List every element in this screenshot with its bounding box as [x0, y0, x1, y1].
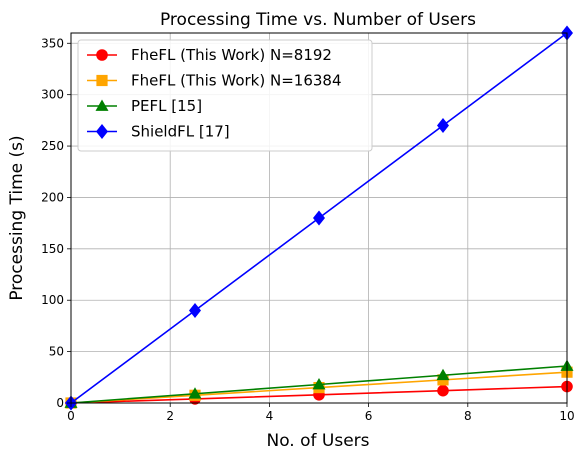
y-axis-label: Processing Time (s): [7, 135, 27, 300]
legend-marker: [96, 74, 108, 87]
data-point: [313, 210, 325, 226]
x-tick-label: 4: [266, 409, 274, 423]
data-point: [437, 118, 449, 133]
legend-marker: [96, 49, 108, 61]
data-point: [188, 387, 202, 399]
y-tick-label: 300: [41, 88, 64, 102]
x-tick-label: 8: [464, 409, 472, 423]
y-tick-label: 250: [41, 139, 64, 153]
x-tick-label: 6: [365, 409, 373, 423]
legend-box: [77, 39, 373, 152]
data-point: [189, 303, 201, 318]
legend-marker: [96, 124, 108, 139]
legend-label: FheFL (This Work) N=8192: [131, 46, 332, 64]
data-point: [436, 368, 450, 381]
x-tick-label: 2: [166, 409, 174, 423]
data-point: [437, 384, 449, 397]
x-tick-label: 0: [67, 409, 75, 423]
plot-area-frame: [70, 32, 568, 404]
x-tick-label: 10: [559, 409, 574, 423]
legend-marker: [95, 99, 109, 111]
y-tick-label: 100: [41, 293, 64, 307]
legend-label: FheFL (This Work) N=16384: [131, 72, 342, 90]
y-tick-label: 200: [41, 190, 64, 204]
chart-title: Processing Time vs. Number of Users: [160, 10, 476, 30]
x-axis-label: No. of Users: [266, 431, 369, 451]
legend: FheFL (This Work) N=8192 FheFL (This Work…: [77, 39, 373, 152]
y-tick-label: 50: [49, 345, 64, 359]
data-point: [312, 378, 326, 390]
y-tick-label: 150: [41, 242, 64, 256]
y-tick-label: 0: [56, 396, 64, 410]
legend-label: ShieldFL [17]: [131, 123, 230, 141]
y-tick-label: 350: [41, 36, 64, 50]
legend-label: PEFL [15]: [131, 97, 202, 115]
